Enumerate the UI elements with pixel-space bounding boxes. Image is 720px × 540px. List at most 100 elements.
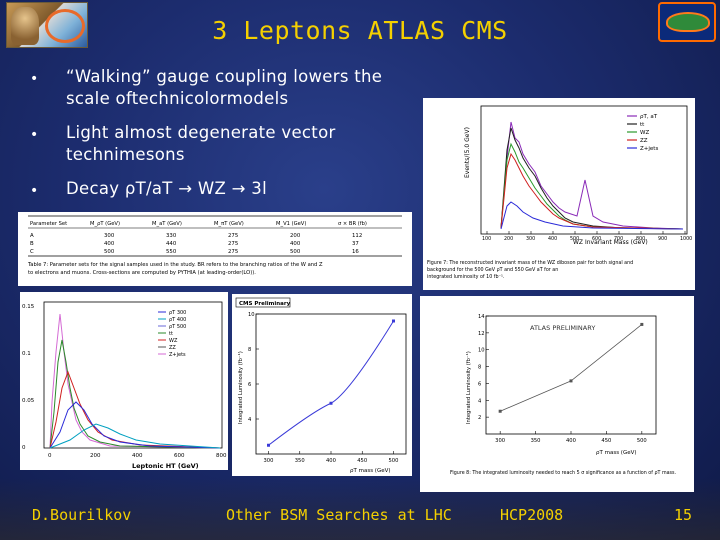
wz-xtick-label: 1000 <box>680 236 692 242</box>
cms-xtick-label: 400 <box>326 458 336 464</box>
cms-luminosity-chart: CMS Preliminary Integrated Luminosity (f… <box>235 297 407 474</box>
atlas-ytick-label: 14 <box>478 314 485 320</box>
cms-xtick-label: 500 <box>389 458 399 464</box>
table-cell: 16 <box>352 249 359 255</box>
table-header-cell: M_aT (GeV) <box>152 221 182 227</box>
table-header-cell: M_πT (GeV) <box>214 221 244 227</box>
table-header-cell: M_V1 (GeV) <box>276 221 306 227</box>
ht-ytick-label: 0.1 <box>22 351 31 357</box>
bullet-text-line: scale oftechnicolormodels <box>66 89 289 108</box>
ht-ytick-label: 0.05 <box>22 398 35 404</box>
wz-caption: Figure 7: The reconstructed invariant ma… <box>427 260 633 266</box>
cms-data-point <box>329 401 333 405</box>
ht-legend-label: ZZ <box>169 345 176 351</box>
wz-ylabel: Events/(5.0 GeV) <box>464 127 471 178</box>
table-cell: 550 <box>166 249 177 255</box>
atlas-caption: Figure 8: The integrated luminosity need… <box>450 470 676 476</box>
ht-xtick-label: 200 <box>90 453 101 459</box>
ht-ytick-label: 0.15 <box>22 304 35 310</box>
bullet-text-line: technimesons <box>66 145 185 164</box>
ht-xtick-label: 0 <box>48 453 52 459</box>
atlas-logo <box>6 2 88 48</box>
cms-luminosity-figure: CMS Preliminary Integrated Luminosity (f… <box>232 294 412 476</box>
bullet-icon: • <box>30 183 39 199</box>
ht-hist-rho500 <box>49 423 221 449</box>
atlas-ytick-label: 12 <box>478 331 485 337</box>
table-cell: C <box>30 249 34 255</box>
table-cell: 500 <box>104 249 115 255</box>
footer-talk-title: Other BSM Searches at LHC <box>226 506 452 524</box>
footer-conference: HCP2008 <box>500 506 564 524</box>
bullet-text-line: “Walking” gauge coupling lowers the <box>66 67 383 86</box>
cms-ytick-label: 6 <box>248 382 251 388</box>
atlas-luminosity-chart: ATLAS PRELIMINARY Integrated Luminosity … <box>450 314 676 476</box>
cms-ytick-label: 4 <box>248 417 252 423</box>
atlas-xtick-label: 500 <box>637 438 647 444</box>
wz-mass-svg: Events/(5.0 GeV) WZ Invariant Mass (GeV)… <box>427 105 692 280</box>
cms-ytick-label: 8 <box>248 347 251 353</box>
bullet-icon: • <box>30 127 39 143</box>
atlas-ytick-label: 8 <box>478 365 481 371</box>
ht-xtick-label: 800 <box>216 453 227 459</box>
cms-data-point <box>267 443 270 447</box>
table-header-cell: σ × BR (fb) <box>338 221 367 227</box>
wz-xtick-label: 300 <box>526 236 535 242</box>
bullet-text-line: Light almost degenerate vector <box>66 123 336 142</box>
wz-bkg-curve-zjets <box>500 201 684 230</box>
atlas-figure-icon <box>11 7 39 45</box>
cms-title-box <box>235 297 291 308</box>
wz-xtick-label: 200 <box>504 236 513 242</box>
wz-xtick-label: 900 <box>658 236 667 242</box>
cms-xtick-label: 300 <box>264 458 274 464</box>
parameter-table-figure: Parameter Set M_ρT (GeV) M_aT (GeV) M_πT (G… <box>18 212 412 286</box>
cms-ytick-label: 10 <box>248 312 255 318</box>
wz-xtick-label: 600 <box>592 236 601 242</box>
wz-plot-frame <box>480 105 688 235</box>
bullet-list: • “Walking” gauge coupling lowers the sc… <box>30 66 450 212</box>
gator-icon <box>666 12 710 32</box>
table-cell: A <box>30 233 34 239</box>
wz-mass-figure: Events/(5.0 GeV) WZ Invariant Mass (GeV)… <box>423 98 695 290</box>
table-cell: 300 <box>104 233 115 239</box>
table-caption-line: Table 7: Parameter sets for the signal s… <box>27 262 323 268</box>
atlas-ytick-label: 6 <box>478 381 481 387</box>
wz-bkg-curve-tt <box>500 127 684 230</box>
atlas-chart-title: ATLAS PRELIMINARY <box>530 324 595 332</box>
atlas-xtick-label: 350 <box>531 438 541 444</box>
wz-caption: background for the 500 GeV ρT and 550 Ge… <box>427 267 558 273</box>
cms-chart-title: CMS Preliminary <box>239 301 291 307</box>
table-cell: 112 <box>352 233 362 239</box>
table-header-cell: M_ρT (GeV) <box>90 221 120 227</box>
parameter-table-svg: Parameter Set M_ρT (GeV) M_aT (GeV) M_πT (G… <box>27 215 402 276</box>
wz-legend-label: Z+jets <box>640 146 658 152</box>
cms-data-point <box>392 319 395 323</box>
wz-caption: integrated luminosity of 10 fb⁻¹. <box>427 274 504 280</box>
ht-legend-label: WZ <box>169 338 178 344</box>
wz-bkg-curve-wz <box>500 142 684 230</box>
bullet-item: • Light almost degenerate vector technim… <box>30 122 450 166</box>
table-cell: 275 <box>228 233 238 239</box>
slide-title: 3 Leptons ATLAS CMS <box>212 16 508 45</box>
cms-xtick-label: 450 <box>357 458 367 464</box>
wz-xtick-label: 400 <box>548 236 557 242</box>
wz-legend-label: ρT, aT <box>640 114 658 120</box>
table-header-cell: Parameter Set <box>30 221 67 227</box>
atlas-ytick-label: 10 <box>478 348 485 354</box>
wz-xtick-label: 800 <box>636 236 645 242</box>
cms-ylabel: Integrated Luminosity (fb⁻¹) <box>238 351 244 424</box>
cms-plot-frame <box>255 313 407 455</box>
wz-xtick-label: 700 <box>614 236 623 242</box>
ht-legend-label: ρT 400 <box>169 317 186 323</box>
table-cell: 400 <box>290 241 301 247</box>
ht-hist-rho300 <box>49 401 221 449</box>
table-cell: B <box>30 241 34 247</box>
wz-legend-label: tt <box>640 122 645 128</box>
atlas-data-point <box>569 379 573 383</box>
atlas-ytick-label: 4 <box>478 398 482 404</box>
cms-ht-figure: 0.15 0.1 0.05 0 0 200 400 600 800 Leptonic HT (… <box>20 292 228 470</box>
atlas-xtick-label: 450 <box>601 438 611 444</box>
bullet-icon: • <box>30 71 39 87</box>
atlas-xtick-label: 300 <box>495 438 505 444</box>
ht-legend-label: ρT 300 <box>169 310 186 316</box>
ht-legend-label: tt <box>169 331 173 337</box>
